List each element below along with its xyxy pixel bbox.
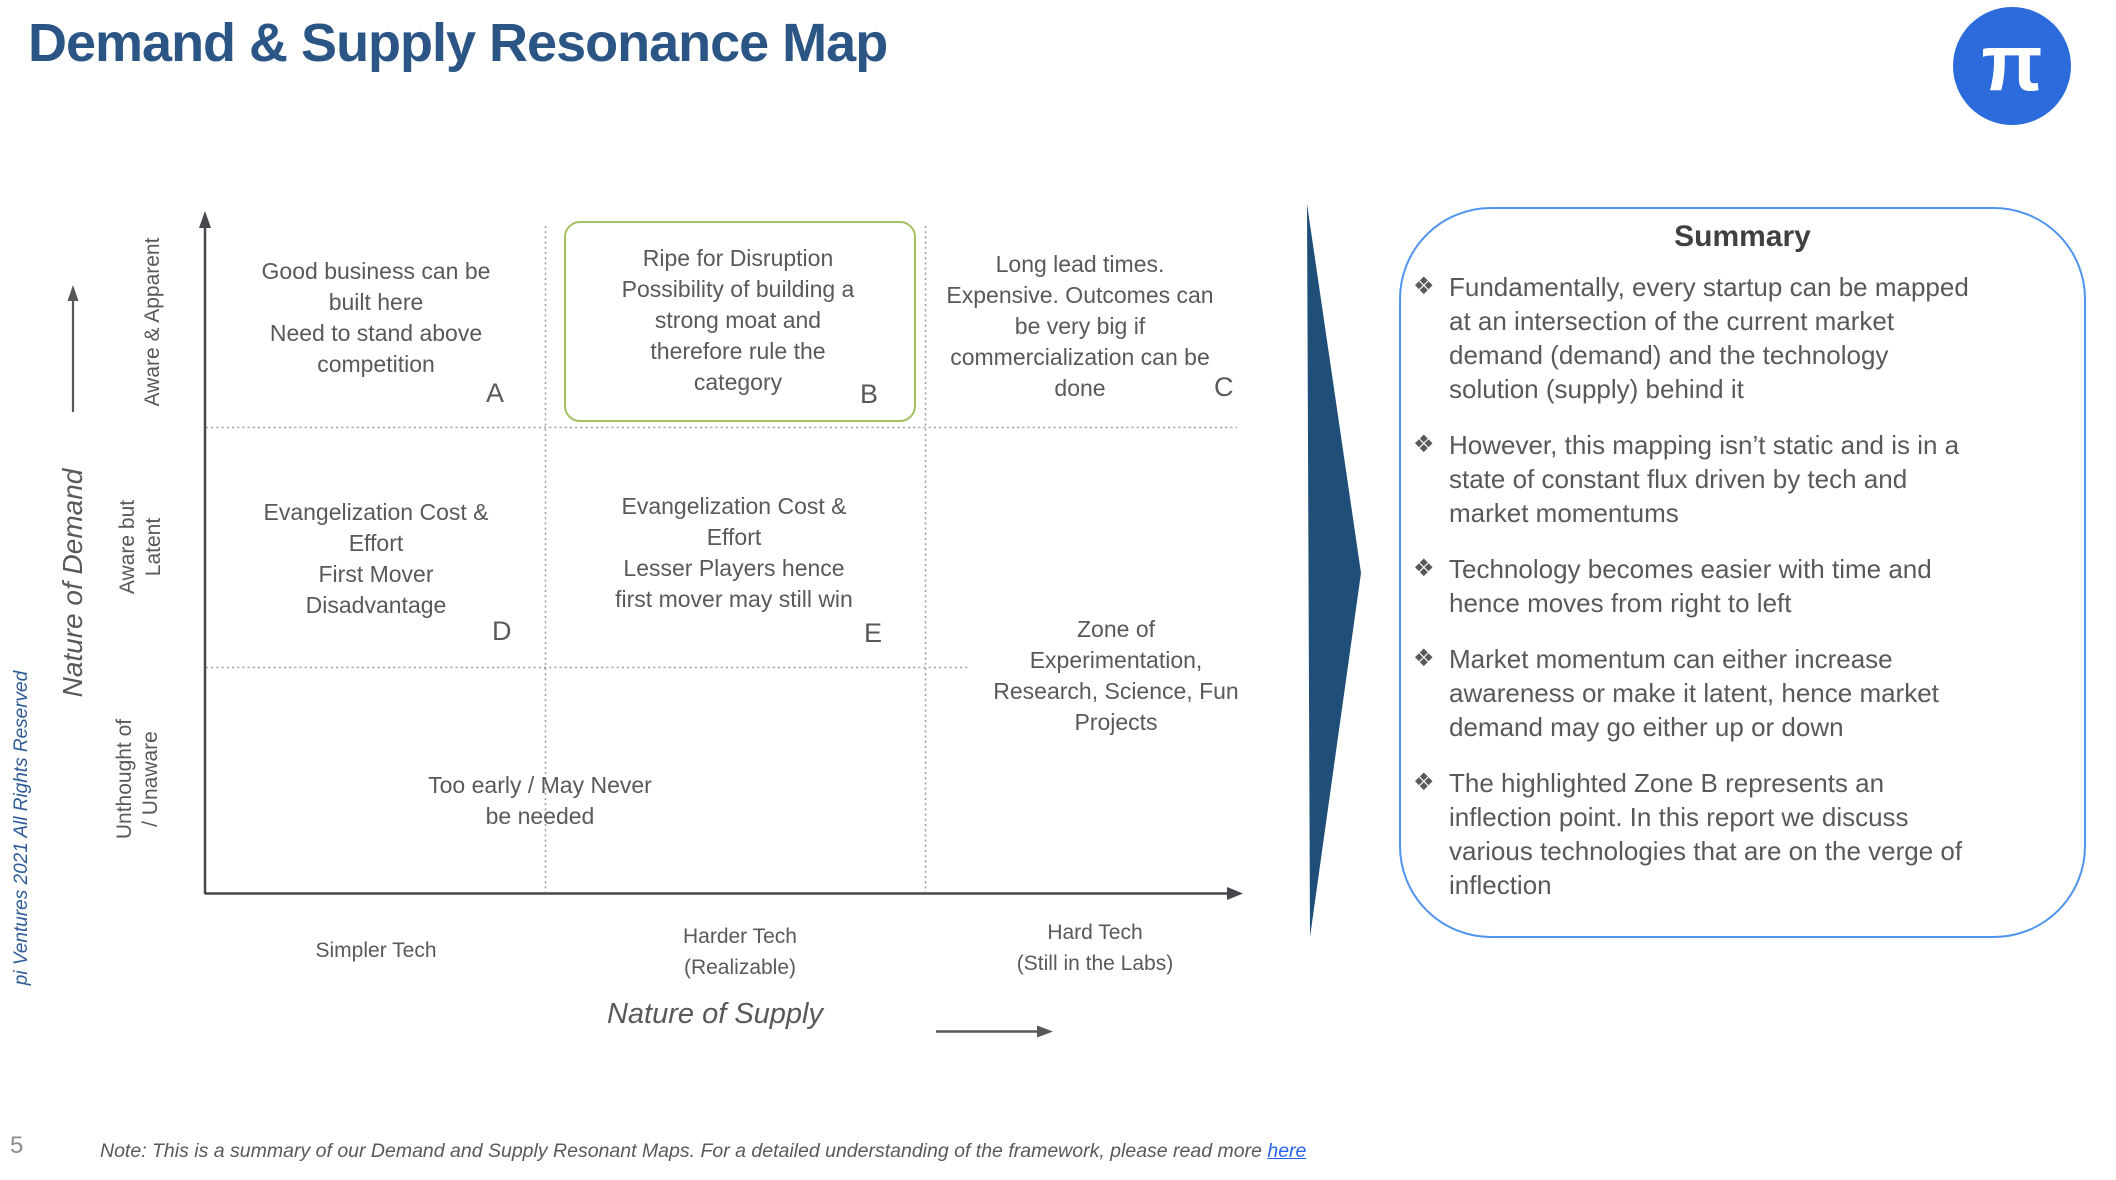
zone-experimentation-text: Zone of Experimentation, Research, Scien… bbox=[993, 616, 1239, 735]
y-axis-arrowhead-icon bbox=[199, 211, 211, 228]
cell-b-highlight-box bbox=[564, 221, 916, 422]
pi-ventures-logo: π bbox=[1953, 7, 2071, 125]
summary-title: Summary bbox=[1674, 220, 1811, 253]
cell-c-text: Long lead times. Expensive. Outcomes can… bbox=[946, 251, 1214, 401]
zone-too-early-text: Too early / May Never be needed bbox=[428, 772, 652, 829]
cell-e-text: Evangelization Cost & Effort Lesser Play… bbox=[615, 493, 853, 612]
cell-a-label: A bbox=[486, 378, 505, 408]
x-tick-simpler-tech: Simpler Tech bbox=[315, 939, 437, 962]
cell-d-text: Evangelization Cost & Effort First Mover… bbox=[263, 499, 489, 618]
x-axis-title: Nature of Supply bbox=[606, 998, 823, 1030]
summary-bullet-list: ❖ Fundamentally, every startup can be ma… bbox=[1413, 270, 2079, 924]
summary-bullet-text: Fundamentally, every startup can be mapp… bbox=[1449, 272, 1969, 404]
summary-bullet-text: Market momentum can either increase awar… bbox=[1449, 644, 1939, 742]
note-link[interactable]: here bbox=[1267, 1140, 1307, 1162]
cell-d-label: D bbox=[492, 616, 512, 646]
x-tick-harder-tech: Harder Tech (Realizable) bbox=[682, 925, 797, 979]
x-axis-arrowhead-icon bbox=[1227, 887, 1243, 900]
y-tick-unthought-unaware: Unthought of / Unaware bbox=[113, 718, 162, 840]
cell-c-label: C bbox=[1214, 372, 1234, 402]
diamond-bullet-icon: ❖ bbox=[1413, 431, 1435, 458]
cell-b-label: B bbox=[860, 379, 879, 409]
summary-bullet-text: Technology becomes easier with time and … bbox=[1449, 554, 1932, 618]
summary-bullet-item: ❖ Market momentum can either increase aw… bbox=[1413, 642, 2079, 744]
y-axis-title: Nature of Demand bbox=[57, 468, 88, 698]
diamond-bullet-icon: ❖ bbox=[1413, 645, 1435, 672]
demand-direction-arrowhead-icon bbox=[67, 285, 79, 301]
diamond-bullet-icon: ❖ bbox=[1413, 273, 1435, 300]
note-prefix: Note: This is a summary of our Demand an… bbox=[100, 1140, 1268, 1162]
summary-panel bbox=[1399, 207, 2086, 938]
summary-bullet-item: ❖ Fundamentally, every startup can be ma… bbox=[1413, 270, 2079, 406]
summary-bullet-item: ❖ Technology becomes easier with time an… bbox=[1413, 552, 2079, 620]
diamond-bullet-icon: ❖ bbox=[1413, 555, 1435, 582]
y-tick-aware-but-latent: Aware but Latent bbox=[116, 499, 165, 595]
cell-a-text: Good business can be built here Need to … bbox=[261, 258, 491, 377]
momentum-arrow-shape bbox=[1307, 204, 1361, 937]
summary-bullet-text: The highlighted Zone B represents an inf… bbox=[1449, 768, 1963, 900]
cell-e-label: E bbox=[864, 618, 883, 648]
pi-symbol-icon: π bbox=[1981, 18, 2043, 107]
supply-direction-arrowhead-icon bbox=[1037, 1025, 1053, 1038]
summary-bullet-text: However, this mapping isn’t static and i… bbox=[1449, 430, 1960, 528]
x-tick-hard-tech: Hard Tech (Still in the Labs) bbox=[1016, 921, 1174, 975]
page-number: 5 bbox=[10, 1132, 24, 1159]
y-tick-aware-apparent: Aware & Apparent bbox=[141, 237, 164, 407]
diamond-bullet-icon: ❖ bbox=[1413, 769, 1435, 796]
note-text: Note: This is a summary of our Demand an… bbox=[100, 1140, 1306, 1163]
summary-bullet-item: ❖ However, this mapping isn’t static and… bbox=[1413, 428, 2079, 530]
cell-b-text: Ripe for Disruption Possibility of build… bbox=[621, 245, 855, 395]
copyright-text: pi Ventures 2021 All Rights Reserved bbox=[11, 670, 32, 986]
summary-bullet-item: ❖ The highlighted Zone B represents an i… bbox=[1413, 766, 2079, 902]
page-title: Demand & Supply Resonance Map bbox=[28, 13, 888, 73]
